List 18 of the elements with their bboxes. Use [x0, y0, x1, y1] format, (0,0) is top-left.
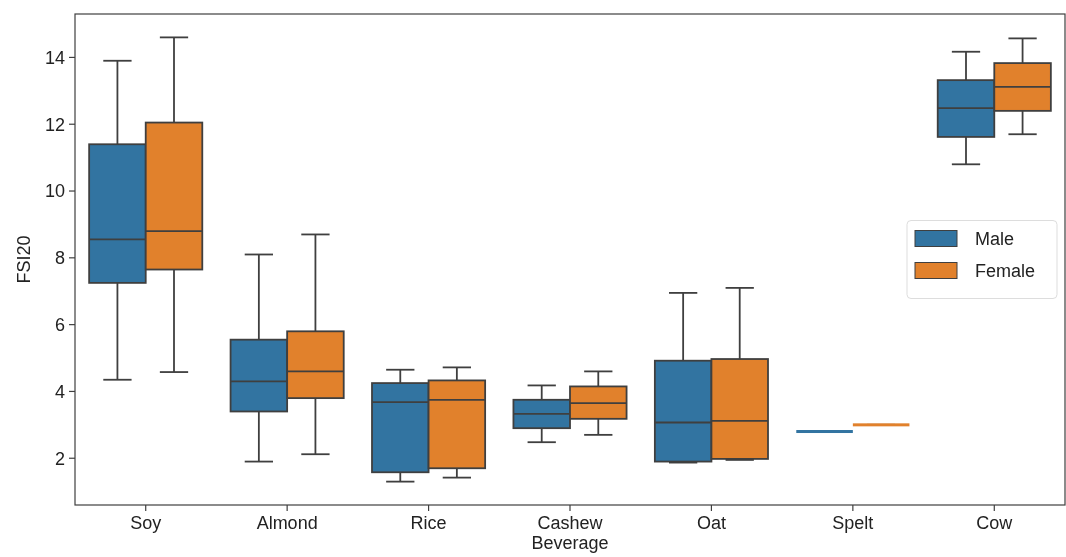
x-tick-label: Soy [130, 513, 162, 533]
x-tick-label: Spelt [832, 513, 874, 533]
legend-label: Female [975, 260, 1036, 281]
x-tick-label: Cow [976, 513, 1014, 533]
y-tick-label: 14 [44, 47, 65, 68]
y-tick-label: 8 [54, 248, 65, 269]
y-tick-label: 6 [54, 314, 65, 335]
x-tick-label: Oat [696, 513, 726, 533]
y-tick-label: 2 [54, 448, 65, 469]
x-tick-label: Rice [410, 513, 447, 533]
y-axis-title: FSI20 [14, 235, 34, 284]
y-tick-label: 12 [44, 114, 65, 135]
y-tick-label: 10 [44, 181, 65, 202]
legend-label: Male [975, 228, 1015, 249]
x-tick-label: Almond [256, 513, 318, 533]
x-tick-label: Cashew [537, 513, 604, 533]
x-axis-title: Beverage [531, 533, 609, 553]
y-tick-label: 4 [54, 381, 65, 402]
